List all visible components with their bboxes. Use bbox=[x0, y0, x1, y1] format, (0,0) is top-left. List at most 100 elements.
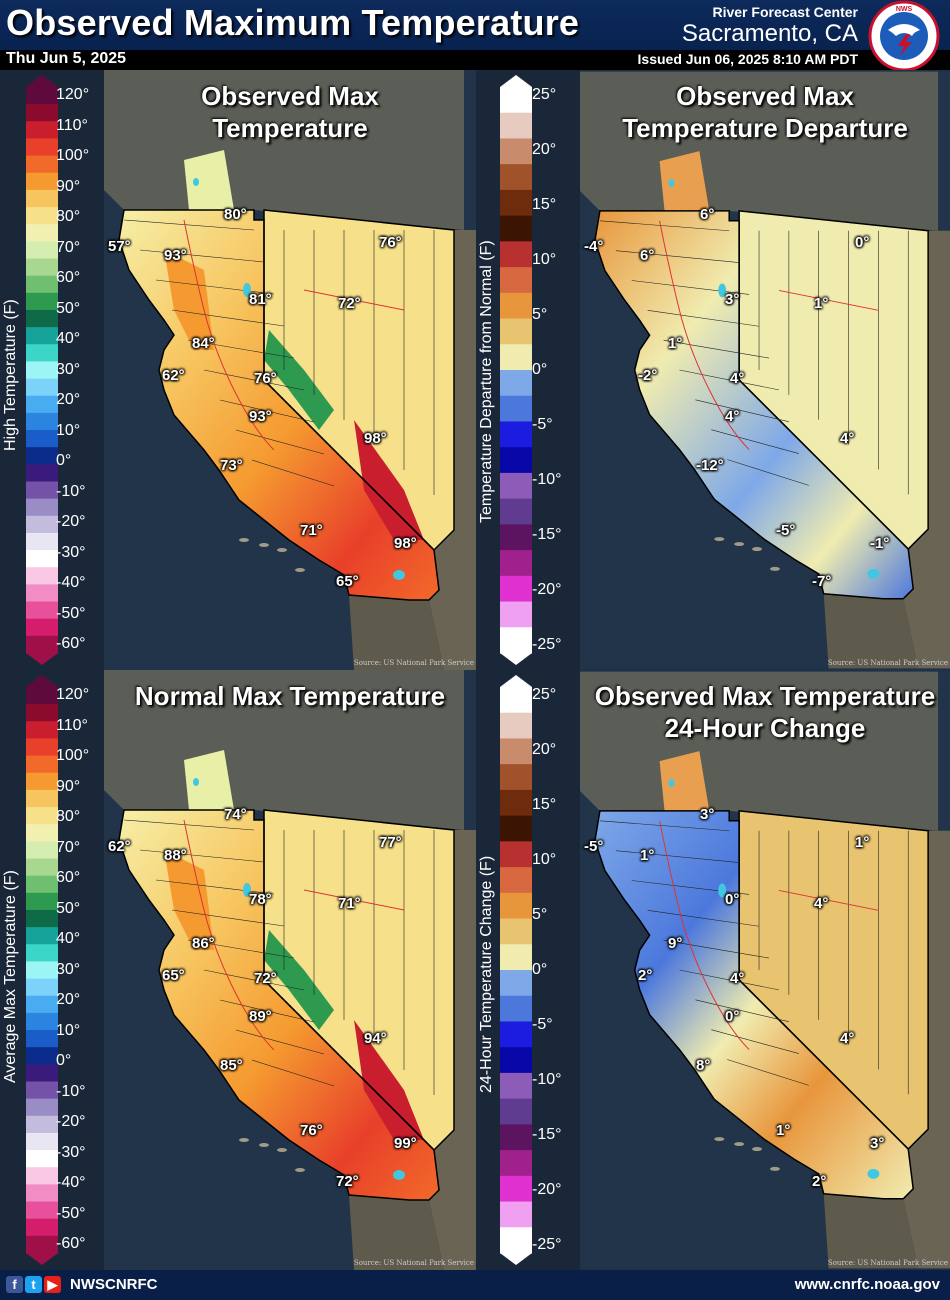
channel-island bbox=[752, 1147, 763, 1152]
channel-island bbox=[239, 1138, 249, 1142]
issued-time: Issued Jun 06, 2025 8:10 AM PDT bbox=[637, 51, 858, 67]
channel-island bbox=[734, 1142, 745, 1147]
legend-title: 24-Hour Temperature Change (F) bbox=[478, 855, 495, 1093]
temperature-label: 94° bbox=[364, 1030, 387, 1047]
legend-tick: 60° bbox=[56, 869, 81, 886]
river bbox=[183, 819, 275, 1051]
temperature-label: 76° bbox=[254, 370, 277, 387]
county-line bbox=[647, 910, 760, 927]
temperature-label: 57° bbox=[108, 238, 131, 255]
lake-tahoe bbox=[718, 283, 727, 298]
change-map: Observed Max Temperature 24-Hour Change -5… bbox=[580, 670, 950, 1270]
temperature-label: 93° bbox=[164, 247, 187, 264]
facebook-icon[interactable]: f bbox=[6, 1276, 23, 1293]
map-title: Observed Max Temperature Departure bbox=[580, 80, 950, 144]
twitter-icon[interactable]: t bbox=[25, 1276, 42, 1293]
legend-title: Average Max Temperature (F) bbox=[2, 870, 19, 1083]
colorbar-segment bbox=[26, 447, 58, 465]
legend-tick: 50° bbox=[56, 899, 81, 917]
colorbar-segment bbox=[500, 918, 532, 945]
salton-sea bbox=[393, 570, 405, 580]
colorbar-segment bbox=[26, 1115, 58, 1134]
county-line bbox=[235, 429, 325, 455]
colorbar-segment bbox=[26, 344, 58, 363]
county-line bbox=[251, 1059, 335, 1087]
legend-tick: 40° bbox=[56, 930, 81, 947]
county-line bbox=[123, 219, 255, 231]
legend-tick: 0° bbox=[56, 452, 72, 469]
temperature-label: 9° bbox=[668, 935, 683, 952]
map-title-line: Temperature Departure bbox=[622, 113, 908, 143]
legend-tick: 0° bbox=[532, 361, 548, 378]
normal-max-map: Normal Max Temperature 62° 74° 88° 77° 78° 71°… bbox=[104, 670, 476, 1270]
legend-tick: -20° bbox=[56, 513, 86, 530]
colorbar-segment bbox=[500, 370, 532, 397]
colorbar-segment bbox=[500, 1150, 532, 1177]
temperature-label: 88° bbox=[164, 847, 187, 864]
legend-tick: 70° bbox=[56, 838, 81, 856]
channel-island bbox=[734, 542, 745, 547]
temperature-label: 4° bbox=[725, 408, 740, 425]
colorbar-segment bbox=[500, 627, 532, 654]
legend-tick: -25° bbox=[532, 636, 562, 653]
legend-title: Temperature Departure from Normal (F) bbox=[478, 240, 495, 523]
footer bbox=[0, 1270, 950, 1300]
nevada-border bbox=[263, 809, 455, 1152]
legend-tick: -40° bbox=[56, 574, 86, 591]
colorbar-segment bbox=[26, 241, 58, 260]
legend-tick: 10° bbox=[56, 421, 81, 439]
colorbar-segment bbox=[26, 772, 58, 791]
temperature-label: 71° bbox=[338, 895, 361, 912]
colorbar-segment bbox=[500, 1227, 532, 1254]
colorbar-segment bbox=[500, 1175, 532, 1203]
nevada-border bbox=[738, 210, 929, 551]
county-line bbox=[599, 220, 730, 232]
colorbar-segment bbox=[500, 995, 532, 1023]
lake bbox=[193, 778, 199, 786]
legend-tick: -15° bbox=[532, 1126, 562, 1143]
temperature-label: 93° bbox=[249, 408, 272, 425]
map-canvas bbox=[580, 71, 950, 669]
colorbar-segment bbox=[26, 207, 58, 225]
temperature-label: 1° bbox=[640, 847, 655, 864]
colorbar-segment bbox=[26, 1064, 58, 1083]
youtube-icon[interactable]: ▶ bbox=[44, 1276, 61, 1293]
terrain-south bbox=[349, 595, 444, 670]
nevada-fill bbox=[264, 210, 454, 550]
oregon-basin bbox=[659, 151, 710, 211]
legend-tick: -40° bbox=[56, 1174, 86, 1191]
temperature-label: -12° bbox=[696, 457, 724, 474]
county-line bbox=[695, 399, 789, 423]
lake bbox=[668, 179, 675, 187]
legend-tick: -20° bbox=[532, 581, 562, 598]
temperature-label: 77° bbox=[379, 834, 402, 851]
county-line bbox=[187, 339, 295, 359]
county-line bbox=[615, 250, 740, 263]
map-source: Source: US National Park Service bbox=[353, 1259, 474, 1267]
legend-tick: 5° bbox=[532, 306, 548, 323]
colorbar-segment bbox=[26, 104, 58, 122]
desert-hot bbox=[354, 420, 424, 540]
colorbar-segment bbox=[26, 532, 58, 551]
colorbar-segment bbox=[26, 155, 58, 174]
oregon-basin bbox=[184, 150, 234, 210]
social-handle[interactable]: NWSCNRFC bbox=[70, 1276, 158, 1293]
legend-tick: -20° bbox=[532, 1181, 562, 1198]
temperature-label: 4° bbox=[730, 370, 745, 387]
county-line bbox=[663, 939, 770, 959]
county-line bbox=[187, 939, 295, 959]
colorbar-segment bbox=[500, 550, 532, 577]
lake bbox=[668, 779, 675, 787]
colorbar-segment bbox=[26, 687, 58, 705]
legend-tick: 100° bbox=[56, 147, 90, 164]
colorbar-segment bbox=[500, 789, 532, 817]
map-title-line: 24-Hour Change bbox=[664, 713, 866, 743]
colorbar-segment bbox=[500, 292, 532, 320]
colorbar-segment bbox=[26, 618, 58, 637]
channel-island bbox=[295, 1168, 305, 1172]
website-link[interactable]: www.cnrfc.noaa.gov bbox=[794, 1276, 940, 1293]
colorbar-segment bbox=[26, 430, 58, 448]
office-name: River Forecast Center bbox=[712, 4, 858, 20]
temperature-legend: High Temperature (F) 120° 110° 100° 90° 80° 7… bbox=[0, 75, 104, 665]
colorbar-segment bbox=[500, 267, 532, 294]
